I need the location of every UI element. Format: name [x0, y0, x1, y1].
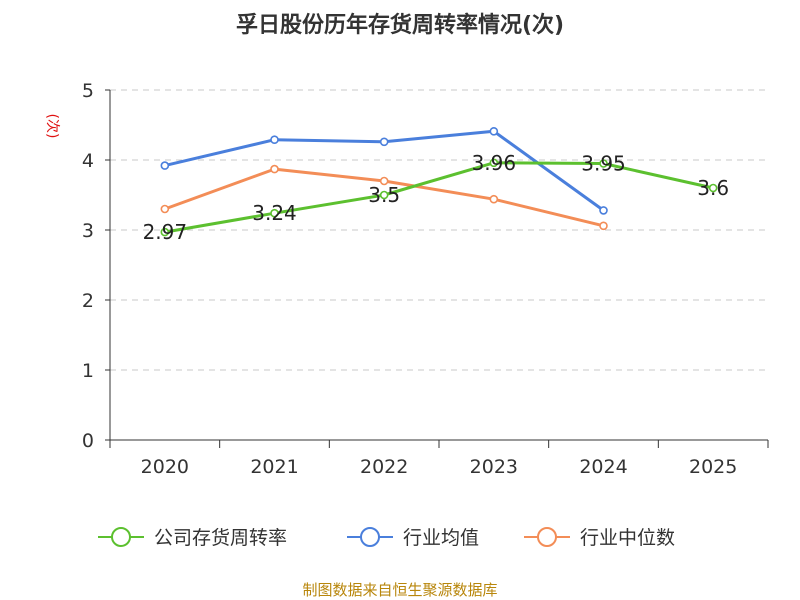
legend-marker-icon	[537, 527, 557, 547]
y-tick-label: 3	[82, 220, 94, 242]
data-label: 3.96	[472, 151, 517, 175]
x-tick-label: 2023	[470, 456, 518, 478]
x-tick-label: 2022	[360, 456, 408, 478]
legend-item[interactable]: 行业中位数	[524, 527, 675, 549]
series-2-point	[599, 221, 608, 231]
series-2-point	[379, 176, 389, 186]
series-lines	[160, 127, 718, 237]
data-label: 3.6	[697, 176, 729, 200]
series-1-point	[599, 206, 608, 215]
y-axis-label: (次)	[44, 114, 60, 139]
series-1-point	[489, 127, 499, 136]
legend: 公司存货周转率 行业均值 行业中位数	[98, 527, 675, 549]
data-label: 3.24	[252, 201, 297, 225]
series-2-point	[270, 164, 279, 174]
x-tick-label: 2020	[141, 456, 189, 478]
legend-label: 行业均值	[403, 527, 479, 549]
legend-label: 行业中位数	[580, 527, 675, 549]
series-0-point	[599, 159, 608, 168]
axes: 0 1 2 3 4 5 2020 2021 2022 2023 2024 2025	[82, 80, 769, 478]
grid-lines	[110, 89, 768, 371]
series-0-line	[164, 161, 714, 234]
series-1-point	[270, 135, 279, 144]
series-2-point	[160, 204, 170, 214]
source-note: 制图数据来自恒生聚源数据库	[302, 581, 497, 599]
legend-item[interactable]: 公司存货周转率	[98, 527, 287, 549]
data-labels: 2.97 3.24 3.5 3.96 3.95 3.6	[143, 151, 730, 244]
legend-marker-icon	[111, 527, 131, 547]
y-tick-label: 4	[82, 150, 94, 172]
x-tick-label: 2025	[689, 456, 737, 478]
chart-title: 孚日股份历年存货周转率情况(次)	[236, 12, 564, 38]
series-2-point	[489, 194, 499, 204]
series-1-point	[160, 161, 170, 170]
y-tick-label: 0	[82, 430, 94, 452]
x-tick-label: 2021	[250, 456, 298, 478]
y-tick-label: 1	[82, 360, 94, 382]
series-0-point	[160, 227, 170, 237]
series-0-point	[489, 158, 499, 168]
y-tick-label: 2	[82, 290, 94, 312]
legend-marker-icon	[360, 527, 380, 547]
series-0-point	[379, 190, 389, 200]
series-0-point	[708, 183, 718, 193]
data-label: 3.95	[581, 152, 626, 176]
series-0-point	[270, 208, 279, 218]
data-label: 3.5	[368, 183, 400, 207]
series-1-point	[379, 137, 389, 147]
x-tick-label: 2024	[579, 456, 627, 478]
legend-item[interactable]: 行业均值	[347, 527, 479, 549]
y-tick-label: 5	[82, 80, 94, 102]
data-label: 2.97	[143, 220, 188, 244]
legend-label: 公司存货周转率	[154, 527, 287, 549]
